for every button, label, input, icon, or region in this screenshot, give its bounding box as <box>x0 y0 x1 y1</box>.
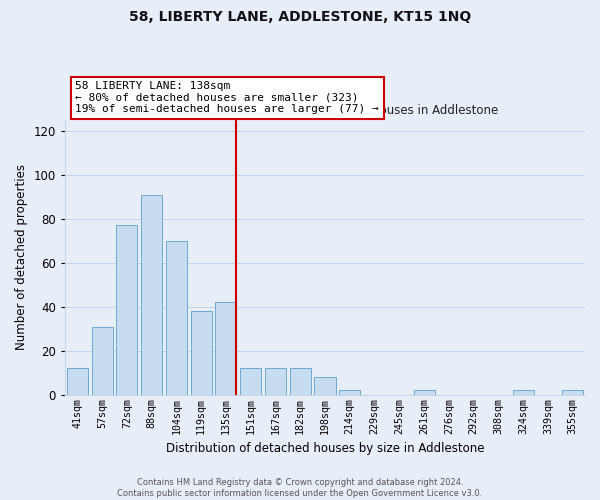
Bar <box>240 368 261 395</box>
X-axis label: Distribution of detached houses by size in Addlestone: Distribution of detached houses by size … <box>166 442 484 455</box>
Text: 58 LIBERTY LANE: 138sqm
← 80% of detached houses are smaller (323)
19% of semi-d: 58 LIBERTY LANE: 138sqm ← 80% of detache… <box>76 81 379 114</box>
Bar <box>265 368 286 395</box>
Y-axis label: Number of detached properties: Number of detached properties <box>15 164 28 350</box>
Bar <box>413 390 434 395</box>
Bar <box>512 390 533 395</box>
Bar <box>191 312 212 395</box>
Bar <box>166 241 187 395</box>
Bar <box>562 390 583 395</box>
Bar <box>67 368 88 395</box>
Bar <box>215 302 236 395</box>
Bar <box>92 326 113 395</box>
Bar <box>314 378 335 395</box>
Bar <box>141 194 162 395</box>
Bar <box>339 390 360 395</box>
Bar <box>116 226 137 395</box>
Text: Contains HM Land Registry data © Crown copyright and database right 2024.
Contai: Contains HM Land Registry data © Crown c… <box>118 478 482 498</box>
Bar <box>290 368 311 395</box>
Title: Size of property relative to detached houses in Addlestone: Size of property relative to detached ho… <box>151 104 499 118</box>
Text: 58, LIBERTY LANE, ADDLESTONE, KT15 1NQ: 58, LIBERTY LANE, ADDLESTONE, KT15 1NQ <box>129 10 471 24</box>
